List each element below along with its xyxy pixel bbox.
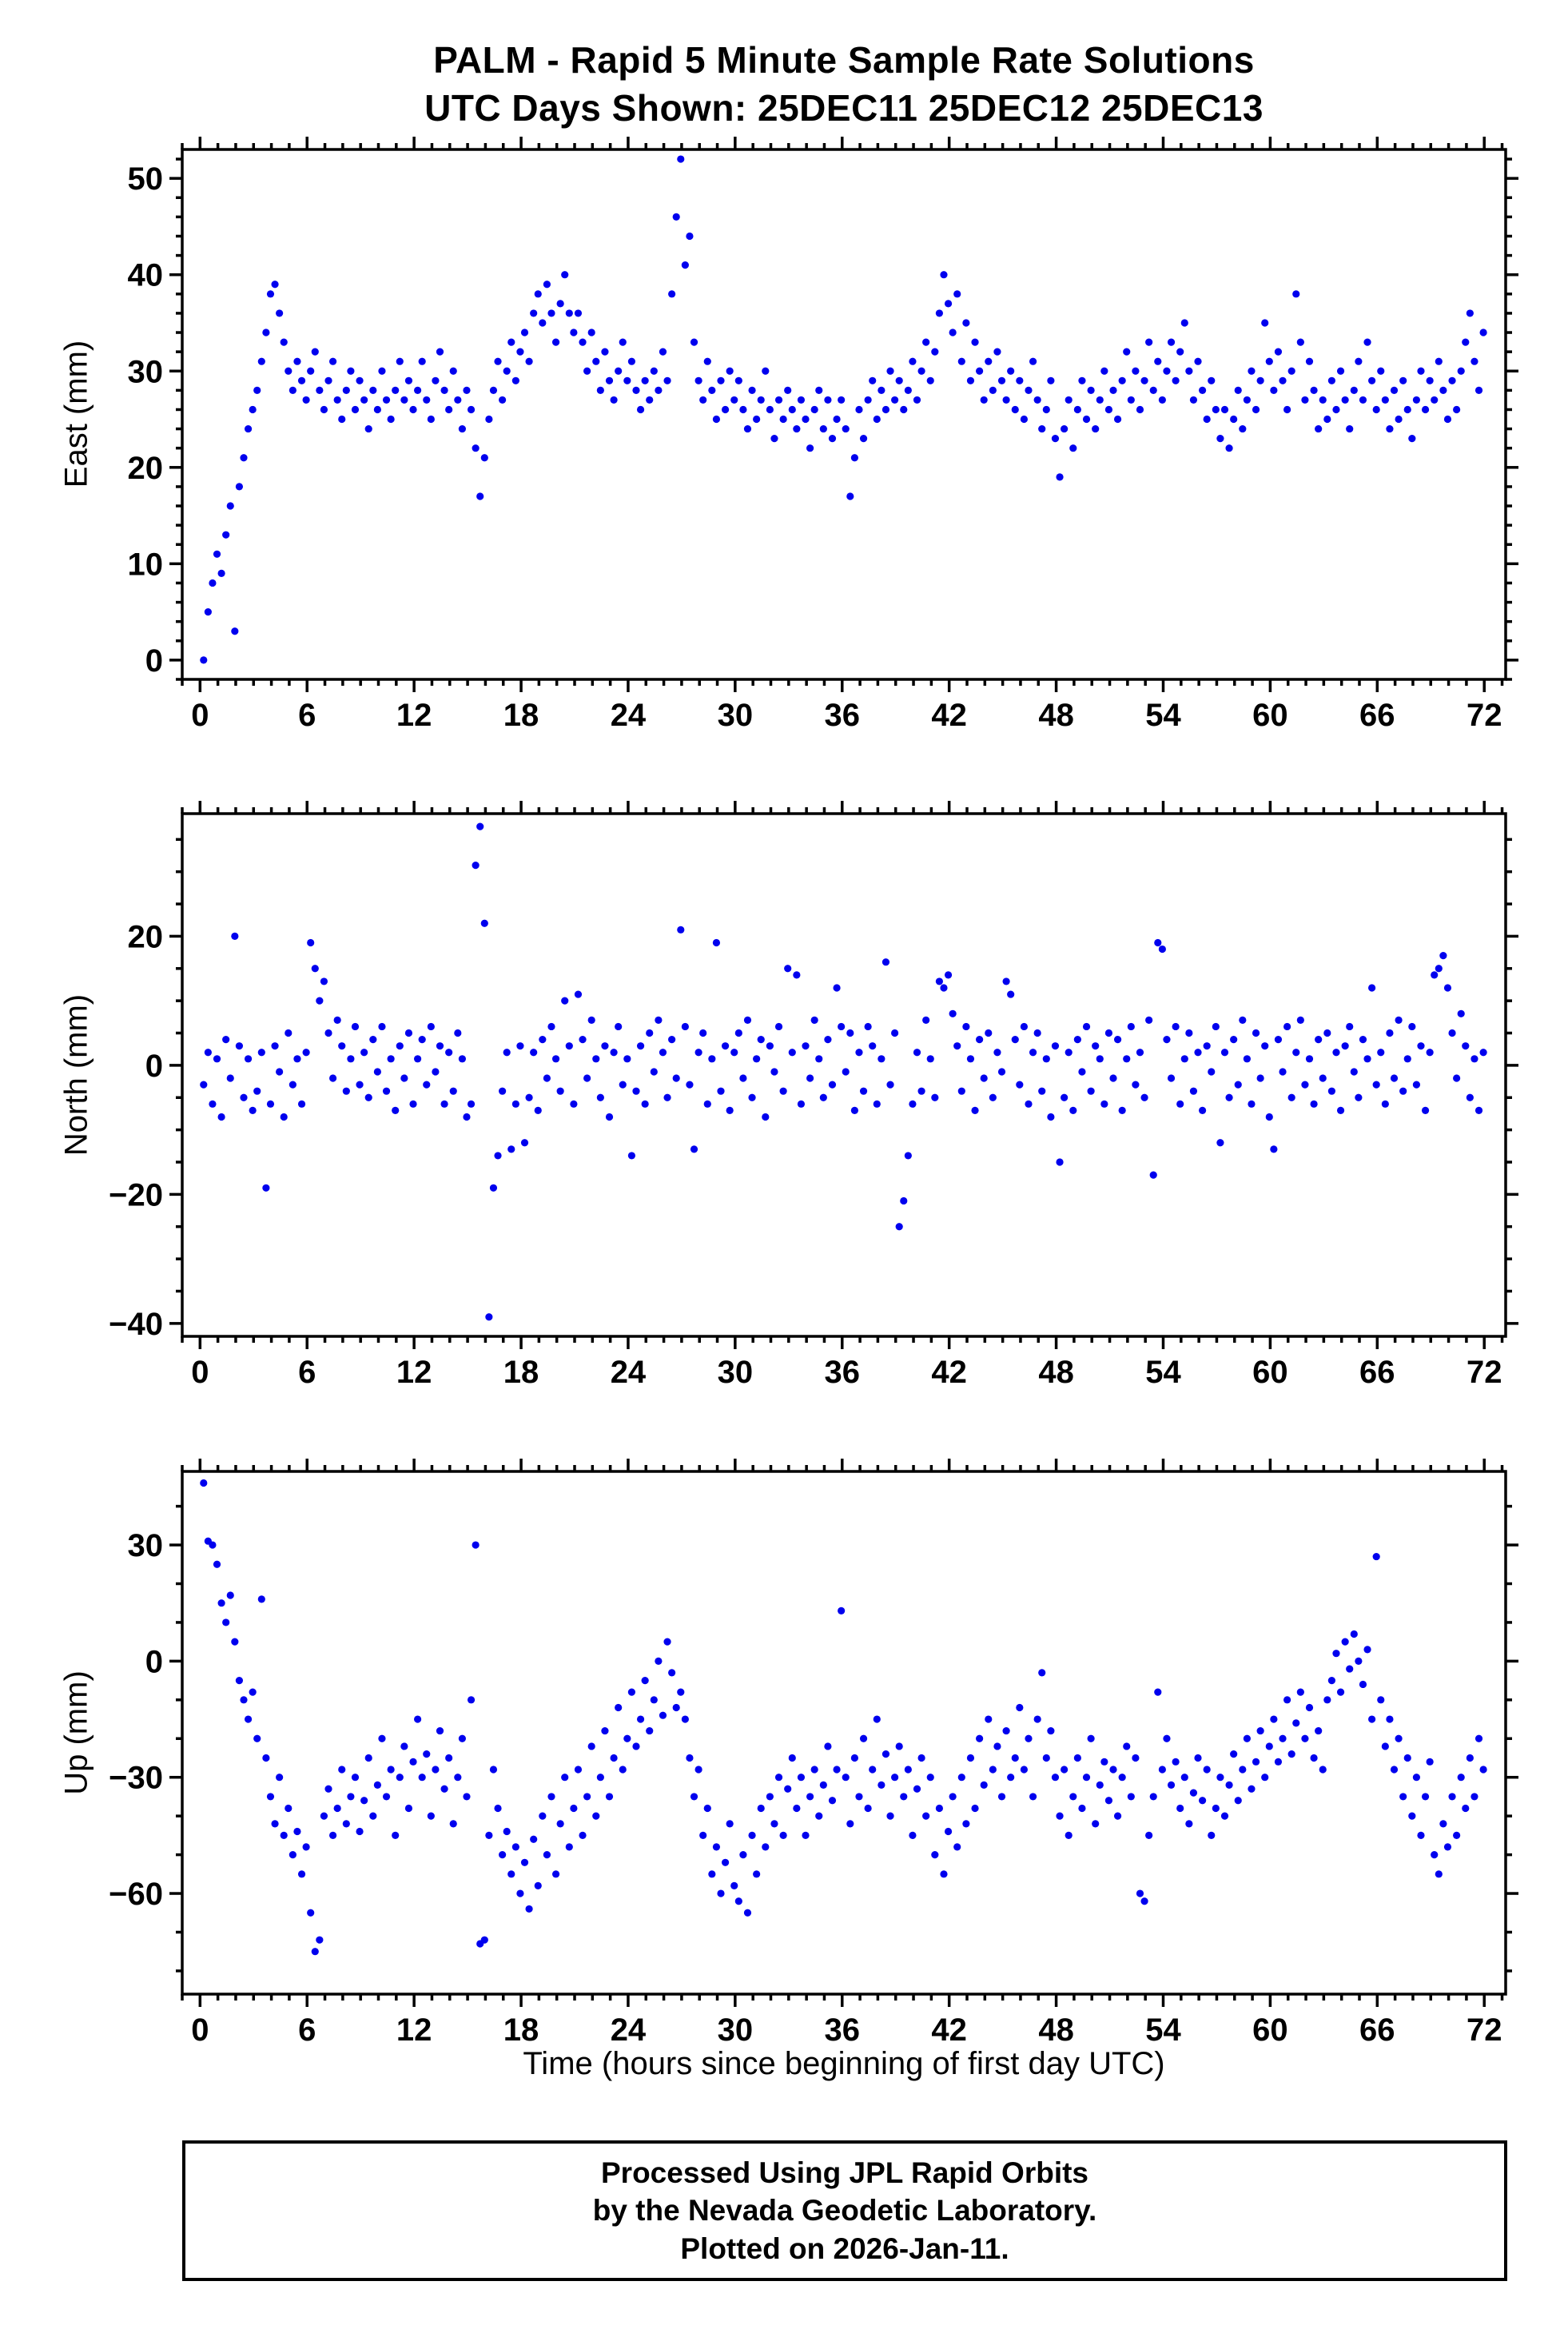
svg-text:66: 66: [1359, 1355, 1395, 1390]
svg-text:0: 0: [191, 698, 209, 733]
svg-text:6: 6: [298, 698, 316, 733]
svg-text:10: 10: [128, 547, 164, 582]
svg-text:54: 54: [1145, 2013, 1181, 2048]
svg-text:30: 30: [128, 354, 164, 389]
svg-text:30: 30: [718, 2013, 754, 2048]
svg-text:36: 36: [825, 1355, 861, 1390]
chart-title: PALM - Rapid 5 Minute Sample Rate Soluti…: [433, 39, 1255, 81]
svg-text:12: 12: [396, 698, 432, 733]
north-axis-label: North (mm): [58, 993, 94, 1157]
svg-text:6: 6: [298, 2013, 316, 2048]
footer-box: Processed Using JPL Rapid Orbits by the …: [182, 2140, 1507, 2281]
svg-text:60: 60: [1252, 2013, 1288, 2048]
svg-text:−20: −20: [109, 1177, 163, 1212]
svg-text:30: 30: [718, 698, 754, 733]
footer-line-1: Processed Using JPL Rapid Orbits: [601, 2156, 1088, 2190]
up-axis-label: Up (mm): [58, 1670, 94, 1795]
svg-text:42: 42: [931, 2013, 967, 2048]
svg-text:36: 36: [825, 698, 861, 733]
svg-text:66: 66: [1359, 2013, 1395, 2048]
svg-text:0: 0: [145, 643, 163, 679]
footer-line-2: by the Nevada Geodetic Laboratory.: [592, 2194, 1097, 2228]
svg-text:60: 60: [1252, 698, 1288, 733]
svg-text:0: 0: [145, 1644, 163, 1679]
svg-text:72: 72: [1467, 2013, 1502, 2048]
svg-text:54: 54: [1145, 698, 1181, 733]
svg-text:42: 42: [931, 698, 967, 733]
svg-text:36: 36: [825, 2013, 861, 2048]
svg-text:60: 60: [1252, 1355, 1288, 1390]
svg-text:12: 12: [396, 1355, 432, 1390]
svg-text:0: 0: [191, 1355, 209, 1390]
svg-text:0: 0: [145, 1049, 163, 1084]
svg-text:50: 50: [128, 161, 164, 197]
footer-line-3: Plotted on 2026-Jan-11.: [680, 2231, 1009, 2265]
x-axis-label: Time (hours since beginning of first day…: [523, 2046, 1165, 2081]
svg-text:6: 6: [298, 1355, 316, 1390]
svg-text:30: 30: [128, 1528, 164, 1563]
svg-text:24: 24: [611, 698, 647, 733]
svg-text:12: 12: [396, 2013, 432, 2048]
svg-text:20: 20: [128, 919, 164, 954]
chart-subtitle: UTC Days Shown: 25DEC11 25DEC12 25DEC13: [424, 87, 1264, 129]
svg-text:48: 48: [1038, 1355, 1074, 1390]
svg-text:−40: −40: [109, 1307, 163, 1342]
svg-text:72: 72: [1467, 698, 1502, 733]
svg-text:24: 24: [611, 2013, 647, 2048]
svg-text:24: 24: [611, 1355, 647, 1390]
svg-text:18: 18: [503, 1355, 539, 1390]
svg-text:66: 66: [1359, 698, 1395, 733]
svg-text:−60: −60: [109, 1877, 163, 1912]
svg-text:30: 30: [718, 1355, 754, 1390]
svg-text:20: 20: [128, 451, 164, 486]
svg-text:18: 18: [503, 698, 539, 733]
svg-text:40: 40: [128, 258, 164, 293]
svg-text:54: 54: [1145, 1355, 1181, 1390]
svg-text:−30: −30: [109, 1761, 163, 1796]
svg-text:0: 0: [191, 2013, 209, 2048]
svg-text:48: 48: [1038, 2013, 1074, 2048]
svg-text:18: 18: [503, 2013, 539, 2048]
svg-text:42: 42: [931, 1355, 967, 1390]
svg-text:72: 72: [1467, 1355, 1502, 1390]
svg-text:48: 48: [1038, 698, 1074, 733]
east-axis-label: East (mm): [58, 340, 94, 488]
